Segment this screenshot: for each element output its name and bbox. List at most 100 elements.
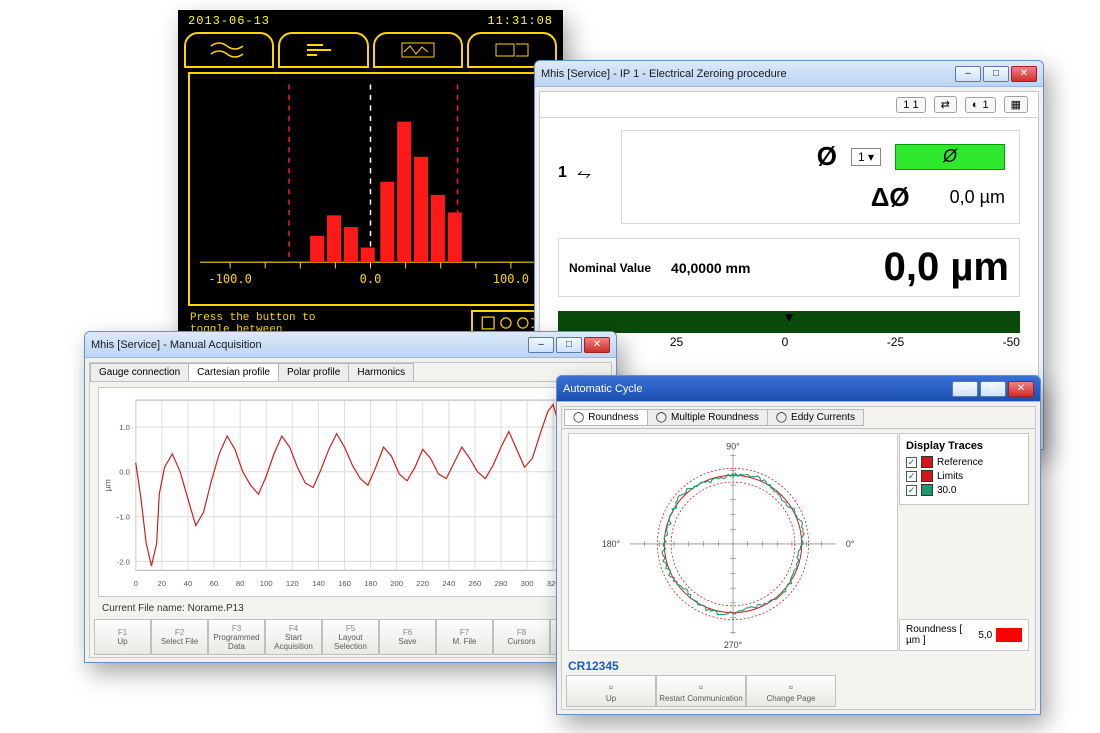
acq-title: Mhis [Service] - Manual Acquisition	[91, 339, 262, 351]
scope-tab-2[interactable]	[278, 32, 368, 68]
part-number: CR12345	[568, 659, 619, 673]
nominal-row: Nominal Value 40,0000 mm 0,0 µm	[558, 238, 1020, 297]
scope-plot-area: -100.00.0100.0	[188, 72, 553, 306]
svg-text:100: 100	[260, 579, 273, 588]
zeroing-titlebar[interactable]: Mhis [Service] - IP 1 - Electrical Zeroi…	[535, 61, 1043, 87]
close-button[interactable]: ✕	[584, 337, 610, 353]
toolbtn-up[interactable]: ▫Up	[566, 675, 656, 707]
checkbox[interactable]: ✓	[906, 471, 917, 482]
maximize-button[interactable]: □	[983, 66, 1009, 82]
close-button[interactable]: ✕	[1008, 381, 1034, 397]
minimize-button[interactable]: –	[955, 66, 981, 82]
maximize-button[interactable]: □	[980, 381, 1006, 397]
svg-text:220: 220	[416, 579, 429, 588]
minimize-button[interactable]: –	[952, 381, 978, 397]
svg-text:µm: µm	[103, 479, 113, 491]
svg-text:0°: 0°	[846, 539, 854, 549]
svg-text:0.0: 0.0	[119, 468, 130, 477]
legend-label: Reference	[937, 457, 983, 468]
status-value: Norame.P13	[188, 603, 244, 614]
svg-text:180°: 180°	[602, 539, 620, 549]
scale-tick: -50	[1003, 335, 1020, 349]
legend-title: Display Traces	[906, 440, 1022, 452]
close-button[interactable]: ✕	[1011, 66, 1037, 82]
tab-multiple-roundness[interactable]: ◯Multiple Roundness	[647, 409, 768, 426]
rnd-toolbar: ▫Up▫Restart Communication▫Change Page	[566, 675, 1031, 707]
zero-button[interactable]: Ø	[895, 144, 1005, 170]
acq-chart: 0204060801001201401601802002202402602803…	[98, 387, 603, 597]
checkbox[interactable]: ✓	[906, 457, 917, 468]
channel-select[interactable]: 1 ▾	[851, 148, 881, 166]
svg-text:140: 140	[312, 579, 325, 588]
zeroing-toolbar: 1 1 ⇄ ◐ 1 ▦	[540, 92, 1038, 118]
readout-status	[996, 628, 1022, 642]
tab-icon: ◯	[776, 412, 787, 423]
scope-tab-1[interactable]	[184, 32, 274, 68]
swatch	[921, 484, 933, 496]
legend-item-limits[interactable]: ✓ Limits	[906, 470, 1022, 482]
counter-value: 1 1	[903, 99, 918, 111]
deviation-bar: 50250-25-50	[558, 311, 1020, 349]
counter-pill: 1 1	[896, 97, 925, 113]
tab-roundness[interactable]: ◯Roundness	[564, 409, 648, 426]
tab-harmonics[interactable]: Harmonics	[348, 363, 414, 381]
tab-gauge-connection[interactable]: Gauge connection	[90, 363, 189, 381]
grid-icon[interactable]: ▦	[1004, 96, 1028, 113]
fkey-f5[interactable]: F5Layout Selection	[322, 619, 379, 655]
scale-tick: 25	[670, 335, 683, 349]
tab-eddy-currents[interactable]: ◯Eddy Currents	[767, 409, 864, 426]
readout-label: Roundness [ µm ]	[906, 624, 978, 646]
svg-text:60: 60	[210, 579, 219, 588]
legend-label: Limits	[937, 471, 963, 482]
tab-cartesian-profile[interactable]: Cartesian profile	[188, 363, 279, 381]
legend-item-30.0[interactable]: ✓30.0	[906, 484, 1022, 496]
status-label: Current File name:	[102, 603, 185, 614]
roundness-window: Automatic Cycle – □ ✕ ◯Roundness◯Multipl…	[556, 375, 1041, 715]
tab-icon: ◯	[573, 412, 584, 423]
channel-select-value: 1	[858, 150, 865, 164]
minimize-button[interactable]: –	[528, 337, 554, 353]
fkey-f8[interactable]: F8Cursors	[493, 619, 550, 655]
scope-time: 11:31:08	[487, 14, 553, 28]
svg-text:300: 300	[521, 579, 534, 588]
legend-item-reference[interactable]: ✓ Reference	[906, 456, 1022, 468]
meter-icon[interactable]: ◐ 1	[965, 97, 996, 113]
toolbtn-change-page[interactable]: ▫Change Page	[746, 675, 836, 707]
svg-text:90°: 90°	[726, 442, 739, 452]
scope-tab-3[interactable]	[373, 32, 463, 68]
acquisition-window: Mhis [Service] - Manual Acquisition – □ …	[84, 331, 617, 663]
scale-tick: -25	[887, 335, 904, 349]
scale-tick: 0	[782, 335, 789, 349]
fkey-f4[interactable]: F4Start Acquisition	[265, 619, 322, 655]
rnd-tabs: ◯Roundness◯Multiple Roundness◯Eddy Curre…	[562, 407, 1035, 429]
svg-text:160: 160	[338, 579, 351, 588]
swatch	[921, 456, 933, 468]
svg-text:260: 260	[468, 579, 481, 588]
rnd-titlebar[interactable]: Automatic Cycle – □ ✕	[557, 376, 1040, 402]
fkey-f2[interactable]: F2Select File	[151, 619, 208, 655]
fkey-f1[interactable]: F1Up	[94, 619, 151, 655]
channel-index: 1	[558, 164, 567, 182]
fkey-f3[interactable]: F3Programmed Data	[208, 619, 265, 655]
delta-value: 0,0 µm	[950, 187, 1005, 208]
svg-text:-1.0: -1.0	[117, 512, 130, 521]
svg-text:1.0: 1.0	[119, 423, 130, 432]
svg-text:-2.0: -2.0	[117, 557, 130, 566]
measurement-value: 0,0 µm	[884, 245, 1009, 290]
maximize-button[interactable]: □	[556, 337, 582, 353]
svg-text:180: 180	[364, 579, 377, 588]
link-icon[interactable]: ⇄	[934, 96, 957, 113]
checkbox[interactable]: ✓	[906, 485, 917, 496]
svg-text:-100.0: -100.0	[208, 272, 251, 286]
acq-titlebar[interactable]: Mhis [Service] - Manual Acquisition – □ …	[85, 332, 616, 358]
fkey-f6[interactable]: F6Save	[379, 619, 436, 655]
scope-date: 2013-06-13	[188, 14, 270, 28]
svg-text:80: 80	[236, 579, 245, 588]
scope-tab-row	[184, 32, 557, 68]
svg-text:270°: 270°	[724, 640, 742, 650]
tab-polar-profile[interactable]: Polar profile	[278, 363, 349, 381]
toolbtn-restart-communication[interactable]: ▫Restart Communication	[656, 675, 746, 707]
svg-text:0: 0	[134, 579, 138, 588]
fkey-f7[interactable]: F7M. File	[436, 619, 493, 655]
display-traces-panel: Display Traces ✓ Reference ✓ Limits ✓30.0	[899, 433, 1029, 505]
